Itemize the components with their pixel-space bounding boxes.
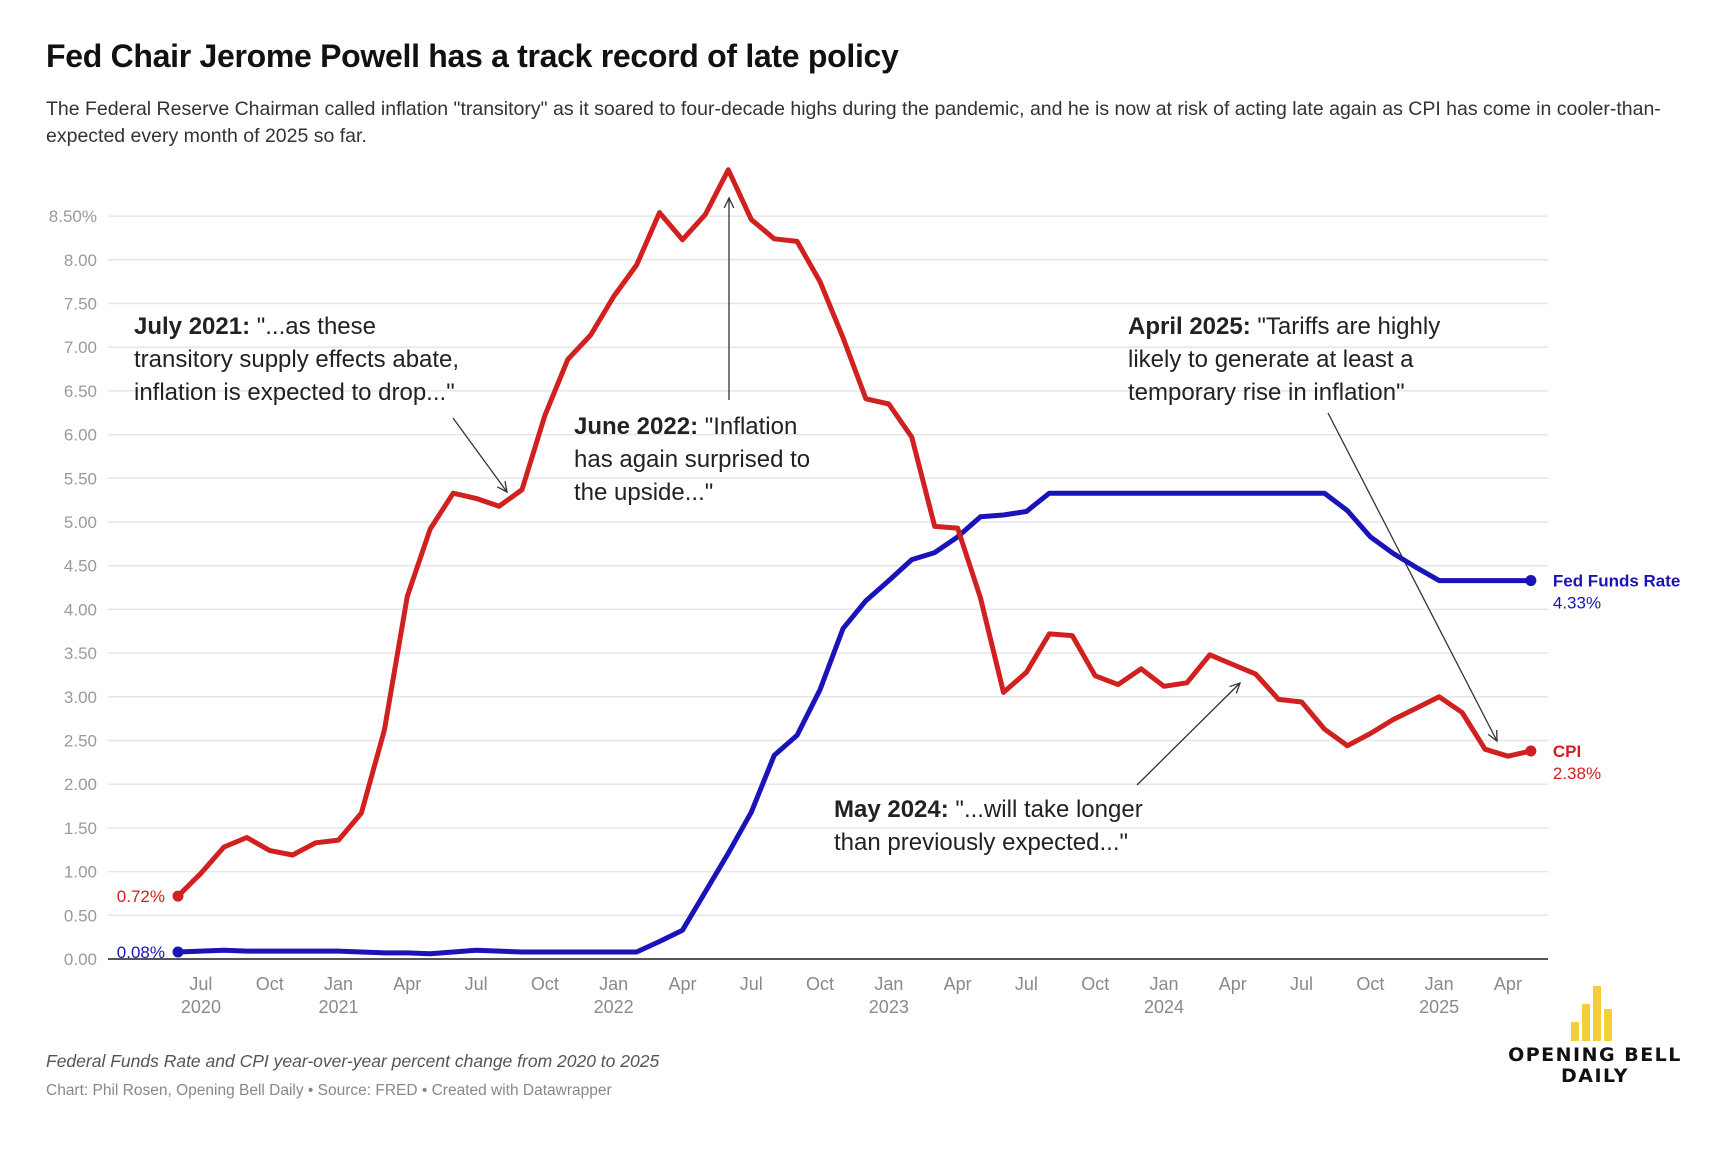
x-tick-year: 2020: [181, 997, 221, 1017]
y-tick-label: 5.50: [64, 469, 97, 488]
fed-funds-rate-point: [1525, 575, 1537, 587]
annotation-date: May 2024:: [834, 796, 949, 823]
annotations: July 2021: "...as these transitory supply…: [134, 313, 1440, 856]
x-tick-label: Jan: [874, 974, 903, 994]
y-tick-label: 5.00: [64, 513, 97, 532]
annotation-date: June 2022:: [574, 413, 698, 440]
logo-line-2: DAILY: [1561, 1065, 1629, 1087]
x-tick-label: Jul: [465, 974, 488, 994]
x-tick-label: Jul: [740, 974, 763, 994]
y-tick-label: 7.00: [64, 338, 97, 357]
x-tick-label: Apr: [944, 974, 972, 994]
x-tick-label: Jul: [1290, 974, 1313, 994]
x-tick-label: Apr: [668, 974, 696, 994]
fed-funds-rate-point: [172, 946, 184, 958]
y-tick-label: 3.00: [64, 688, 97, 707]
x-tick-label: Oct: [806, 974, 834, 994]
x-tick-label: Apr: [1219, 974, 1247, 994]
series-group: [172, 167, 1537, 958]
fed-funds-rate-line: [175, 490, 1534, 957]
logo-line-1: OPENING BELL: [1508, 1044, 1682, 1066]
x-tick-year: 2023: [869, 997, 909, 1017]
cpi-point: [172, 890, 184, 902]
y-tick-label: 6.00: [64, 426, 97, 445]
x-tick-label: Apr: [1494, 974, 1522, 994]
annotation-arrows: [452, 196, 1498, 786]
x-tick-label: Jan: [1149, 974, 1178, 994]
y-tick-label: 7.50: [64, 295, 97, 314]
y-tick-label: 1.50: [64, 819, 97, 838]
chart-credit: Chart: Phil Rosen, Opening Bell Daily • …: [46, 1082, 612, 1099]
annotation-text: temporary rise in inflation": [1128, 379, 1405, 406]
y-tick-label: 2.50: [64, 732, 97, 751]
annotation-date: July 2021:: [134, 313, 250, 340]
x-tick-label: Jan: [599, 974, 628, 994]
annotation-text: inflation is expected to drop...": [134, 379, 455, 406]
annotation-arrow: [1136, 682, 1241, 786]
arrowhead-icon: [1487, 729, 1498, 743]
annotation-date: April 2025:: [1128, 313, 1251, 340]
fed-funds-rate-start-label: 0.08%: [117, 943, 165, 962]
x-tick-label: Oct: [1081, 974, 1109, 994]
annotation-quote: "Inflation: [698, 413, 797, 440]
annotation-quote: "Tariffs are highly: [1251, 313, 1441, 340]
chart-subtitle: The Federal Reserve Chairman called infl…: [46, 98, 1661, 147]
y-tick-label: 6.50: [64, 382, 97, 401]
x-tick-year: 2024: [1144, 997, 1184, 1017]
arrowhead-icon: [1229, 681, 1242, 694]
annotation-text: transitory supply effects abate,: [134, 346, 459, 373]
x-tick-label: Jul: [189, 974, 212, 994]
annotation-text: July 2021: "...as these: [134, 313, 376, 340]
arrowhead-icon: [723, 196, 735, 209]
cpi-line: [175, 167, 1534, 899]
cpi-point: [1525, 745, 1537, 757]
arrowhead-icon: [496, 481, 508, 494]
gridlines: [108, 215, 1548, 917]
bar-chart-icon: [1571, 986, 1612, 1041]
annotation-text: likely to generate at least a: [1128, 346, 1414, 373]
annotation-arrow: [1327, 412, 1498, 742]
x-tick-label: Jan: [324, 974, 353, 994]
x-tick-label: Jul: [1015, 974, 1038, 994]
y-tick-label: 4.00: [64, 600, 97, 619]
annotation-quote: "...as these: [250, 313, 376, 340]
x-tick-label: Oct: [256, 974, 284, 994]
fed-funds-rate-name-label: Fed Funds Rate: [1553, 572, 1681, 591]
annotation-text: has again surprised to: [574, 446, 810, 473]
opening-bell-daily-logo: OPENING BELL DAILY: [1500, 985, 1690, 1087]
chart-title: Fed Chair Jerome Powell has a track reco…: [46, 38, 899, 74]
y-tick-label: 8.00: [64, 251, 97, 270]
x-tick-label: Apr: [393, 974, 421, 994]
annotation-arrow: [452, 417, 508, 493]
fed-funds-rate-value-label: 4.33%: [1553, 594, 1601, 613]
x-tick-year: 2022: [594, 997, 634, 1017]
x-tick-year: 2021: [318, 997, 358, 1017]
y-tick-label: 0.50: [64, 906, 97, 925]
x-tick-label: Oct: [1356, 974, 1384, 994]
annotation-text: April 2025: "Tariffs are highly: [1128, 313, 1440, 340]
x-tick-label: Jan: [1425, 974, 1454, 994]
x-tick-label: Oct: [531, 974, 559, 994]
chart-note: Federal Funds Rate and CPI year-over-yea…: [46, 1051, 660, 1071]
cpi-value-label: 2.38%: [1553, 764, 1601, 783]
annotation-text: than previously expected...": [834, 829, 1128, 856]
annotation-quote: "...will take longer: [949, 796, 1143, 823]
cpi-name-label: CPI: [1553, 742, 1581, 761]
y-tick-label: 4.50: [64, 557, 97, 576]
y-tick-label: 1.00: [64, 863, 97, 882]
annotation-text: the upside...": [574, 479, 713, 506]
annotation-text: May 2024: "...will take longer: [834, 796, 1143, 823]
series-labels: 0.08% Fed Funds Rate 4.33% 0.72% CPI 2.38%: [117, 572, 1681, 962]
cpi-start-label: 0.72%: [117, 887, 165, 906]
annotation-text: June 2022: "Inflation: [574, 413, 797, 440]
y-tick-label: 0.00: [64, 950, 97, 969]
y-tick-label: 2.00: [64, 775, 97, 794]
x-axis-ticks: Jul 2020 Oct Jan 2021 Apr Jul Oct Jan 2022 Apr Jul O…: [181, 974, 1522, 1017]
y-axis-ticks: 0.00 0.50 1.00 1.50 2.00 2.50 3.00 3.50 4.00 4.50…: [49, 207, 97, 969]
y-tick-label: 8.50%: [49, 207, 97, 226]
x-tick-year: 2025: [1419, 997, 1459, 1017]
y-tick-label: 3.50: [64, 644, 97, 663]
